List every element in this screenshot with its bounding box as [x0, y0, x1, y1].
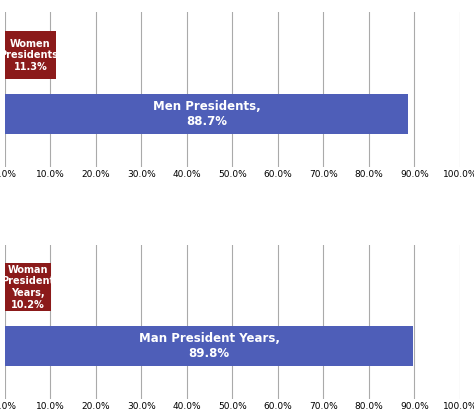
- Text: Women
Presidents,
11.3%: Women Presidents, 11.3%: [0, 39, 62, 72]
- Bar: [5, 31, 56, 79]
- Bar: [5, 326, 413, 366]
- Text: Man President Years,
89.8%: Man President Years, 89.8%: [138, 332, 280, 360]
- Bar: [5, 94, 409, 134]
- Bar: [5, 263, 51, 311]
- Text: Men Presidents,
88.7%: Men Presidents, 88.7%: [153, 100, 260, 128]
- Text: Woman
President
Years,
10.2%: Woman President Years, 10.2%: [1, 265, 55, 310]
